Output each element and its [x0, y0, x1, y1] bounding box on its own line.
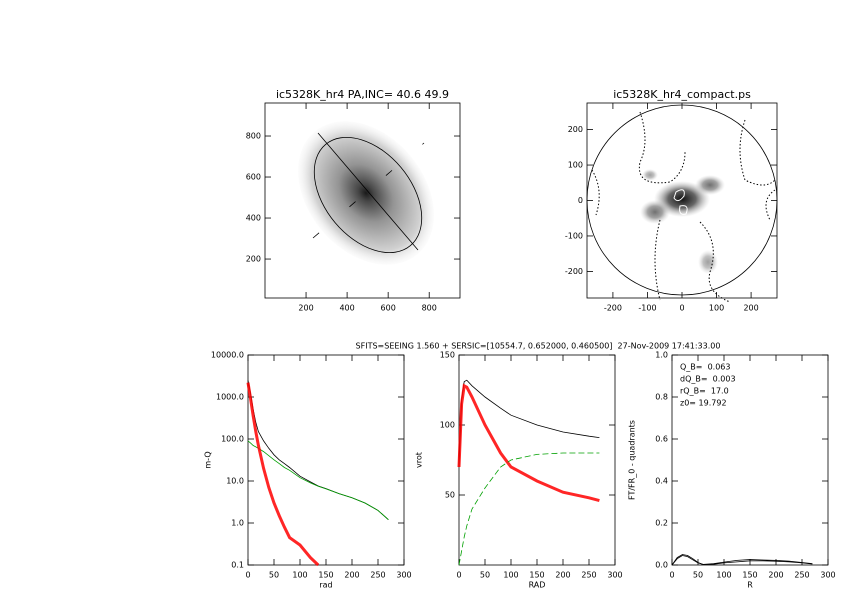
annotation: rQ_B= 17.0 [680, 387, 729, 396]
plot-frame [247, 354, 405, 566]
x-tick-label: 150 [529, 571, 544, 580]
y-tick-label: -100 [565, 231, 583, 240]
y-tick-label: 10000.0 [211, 351, 244, 360]
x-tick-label: 200 [344, 571, 359, 580]
x-tick-label: 300 [607, 571, 622, 580]
x-tick-label: -100 [638, 304, 656, 313]
x-axis-label: rad [319, 581, 332, 590]
x-tick-label: 150 [742, 571, 757, 580]
data-line [246, 382, 320, 567]
y-axis-label: m-Q [204, 451, 213, 468]
y-tick-label: 1.0 [655, 351, 668, 360]
x-tick-label: 100 [503, 571, 518, 580]
chart-title: ic5328K_hr4_compact.ps [613, 88, 751, 101]
x-tick-label: 300 [820, 571, 835, 580]
y-tick-label: 1.0 [231, 519, 244, 528]
x-tick-label: 50 [693, 571, 703, 580]
y-tick-label: 0.2 [655, 519, 668, 528]
x-tick-label: 0 [456, 571, 461, 580]
y-tick-label: 150 [440, 351, 455, 360]
y-axis-label: vrot [415, 452, 424, 468]
y-tick-label: -200 [565, 267, 583, 276]
y-tick-label: 0.8 [655, 393, 668, 402]
y-tick-label: 0.4 [655, 477, 668, 486]
x-tick-label: 0 [245, 571, 250, 580]
x-tick-label: 600 [381, 304, 396, 313]
x-tick-label: 800 [422, 304, 437, 313]
chart-title: ic5328K_hr4 PA,INC= 40.6 49.9 [276, 88, 449, 101]
y-axis-label: FT/FR_0 - quadrants [628, 420, 637, 500]
plot-frame [458, 354, 616, 566]
y-tick-label: 100.0 [221, 435, 244, 444]
annotation: dQ_B= 0.003 [680, 375, 736, 384]
data-line [247, 380, 389, 520]
y-tick-label: 0.0 [655, 561, 668, 570]
x-tick-label: 300 [396, 571, 411, 580]
x-tick-label: 400 [339, 304, 354, 313]
x-tick-label: 50 [480, 571, 490, 580]
y-tick-label: 400 [246, 214, 261, 223]
y-tick-label: 100 [440, 421, 455, 430]
residual-image [586, 104, 778, 303]
galaxy-image [298, 121, 434, 265]
plot-frame [264, 102, 461, 299]
x-tick-label: 200 [768, 571, 783, 580]
x-tick-label: 0 [679, 304, 684, 313]
x-axis-label: R [747, 581, 753, 590]
x-tick-label: -200 [604, 304, 622, 313]
y-tick-label: 0.1 [231, 561, 244, 570]
x-tick-label: 50 [269, 571, 279, 580]
y-tick-label: 0 [578, 196, 583, 205]
data-line [457, 383, 600, 503]
x-tick-label: 150 [318, 571, 333, 580]
data-line [671, 554, 813, 566]
annotation: z0= 19.792 [680, 399, 727, 408]
y-tick-label: 50 [445, 491, 455, 500]
y-tick-label: 0.6 [655, 435, 668, 444]
data-line [671, 555, 813, 566]
x-tick-label: 250 [581, 571, 596, 580]
x-tick-label: 100 [292, 571, 307, 580]
x-tick-label: 0 [669, 571, 674, 580]
y-tick-label: 200 [246, 255, 261, 264]
y-tick-label: 10.0 [226, 477, 244, 486]
data-line [458, 452, 600, 566]
x-axis-label: RAD [529, 581, 546, 590]
x-tick-label: 250 [370, 571, 385, 580]
x-tick-label: 100 [709, 304, 724, 313]
x-tick-label: 200 [298, 304, 313, 313]
y-tick-label: 200 [568, 125, 583, 134]
x-tick-label: 100 [716, 571, 731, 580]
data-line [458, 379, 600, 468]
x-tick-label: 250 [794, 571, 809, 580]
y-tick-label: 600 [246, 173, 261, 182]
x-tick-label: 200 [743, 304, 758, 313]
figure-title: SFITS=SEEING 1.560 + SERSIC=[10554.7, 0.… [356, 342, 721, 351]
annotation: Q_B= 0.063 [680, 363, 730, 372]
y-tick-label: 800 [246, 132, 261, 141]
x-tick-label: 200 [555, 571, 570, 580]
y-tick-label: 100 [568, 161, 583, 170]
y-tick-label: 1000.0 [216, 393, 244, 402]
data-line [247, 440, 389, 520]
